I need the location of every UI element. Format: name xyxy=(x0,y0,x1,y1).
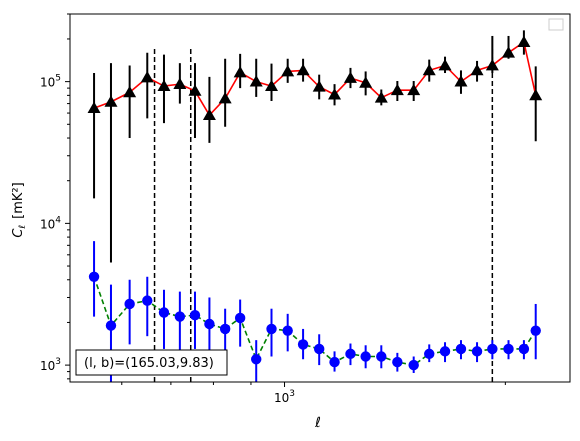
data-point xyxy=(234,312,246,324)
y-axis-label-main: C xyxy=(11,228,26,238)
x-tick-label: 103 xyxy=(274,389,295,405)
data-point xyxy=(455,343,467,355)
data-point xyxy=(438,58,452,71)
data-point xyxy=(470,63,484,76)
data-point xyxy=(297,339,309,350)
data-point xyxy=(376,351,387,362)
annotation-text: (l, b)=(165.03,9.83) xyxy=(84,356,214,371)
data-point xyxy=(487,343,498,355)
data-point xyxy=(359,76,373,88)
data-point xyxy=(219,323,231,335)
data-point xyxy=(517,35,531,47)
data-point xyxy=(503,343,514,355)
data-point xyxy=(390,83,404,96)
data-point xyxy=(530,325,541,336)
data-point xyxy=(88,271,100,282)
data-point xyxy=(282,325,293,336)
series-line xyxy=(93,276,537,366)
data-point xyxy=(281,64,295,77)
y-tick-label: 104 xyxy=(40,215,61,231)
data-point xyxy=(518,343,530,355)
y-axis-label-unit: [mK²] xyxy=(11,182,26,219)
y-axis-ticks: 103 104 105 xyxy=(40,13,70,380)
data-point xyxy=(251,354,262,365)
data-point xyxy=(266,323,277,335)
data-point xyxy=(296,63,310,76)
data-point xyxy=(454,75,468,87)
data-point xyxy=(360,351,371,362)
data-point xyxy=(392,356,403,368)
legend-box xyxy=(548,18,564,31)
data-point xyxy=(329,356,340,368)
data-point xyxy=(502,46,516,58)
data-point xyxy=(343,71,357,83)
data-point xyxy=(313,343,325,355)
x-axis-label: ℓ xyxy=(314,415,321,431)
y-axis-label: Cℓ [mK²] xyxy=(11,182,28,237)
data-point xyxy=(202,108,216,121)
data-point xyxy=(188,84,202,96)
data-point xyxy=(204,318,215,330)
data-point xyxy=(174,311,186,322)
markers xyxy=(87,35,543,371)
data-point xyxy=(529,88,543,101)
data-point xyxy=(328,88,342,100)
data-point xyxy=(87,101,101,114)
data-point xyxy=(158,307,170,318)
data-point xyxy=(140,70,154,83)
data-point xyxy=(471,346,483,357)
data-point xyxy=(408,359,419,371)
data-point xyxy=(157,79,171,91)
data-point xyxy=(142,295,153,306)
data-point xyxy=(265,79,279,91)
data-point xyxy=(124,298,135,310)
y-tick-label: 103 xyxy=(40,357,61,373)
data-point xyxy=(173,77,187,90)
data-point xyxy=(104,95,118,107)
data-point xyxy=(374,91,388,103)
data-point xyxy=(345,348,356,360)
data-point xyxy=(105,320,117,331)
data-point xyxy=(422,63,436,76)
data-point xyxy=(312,80,326,92)
y-tick-label: 105 xyxy=(40,74,61,90)
data-point xyxy=(424,348,435,360)
data-point xyxy=(189,309,201,321)
data-point xyxy=(439,346,451,357)
data-point xyxy=(249,75,263,87)
data-point xyxy=(218,92,232,104)
data-point xyxy=(123,85,137,98)
annotation-box: (l, b)=(165.03,9.83) xyxy=(75,349,228,376)
data-point xyxy=(485,58,499,71)
data-point xyxy=(233,65,247,78)
plot-area xyxy=(69,13,571,383)
data-point xyxy=(407,83,421,96)
x-axis-ticks: 103 xyxy=(121,382,506,405)
plot-frame xyxy=(69,13,571,383)
y-axis-label-sub: ℓ xyxy=(18,225,28,230)
